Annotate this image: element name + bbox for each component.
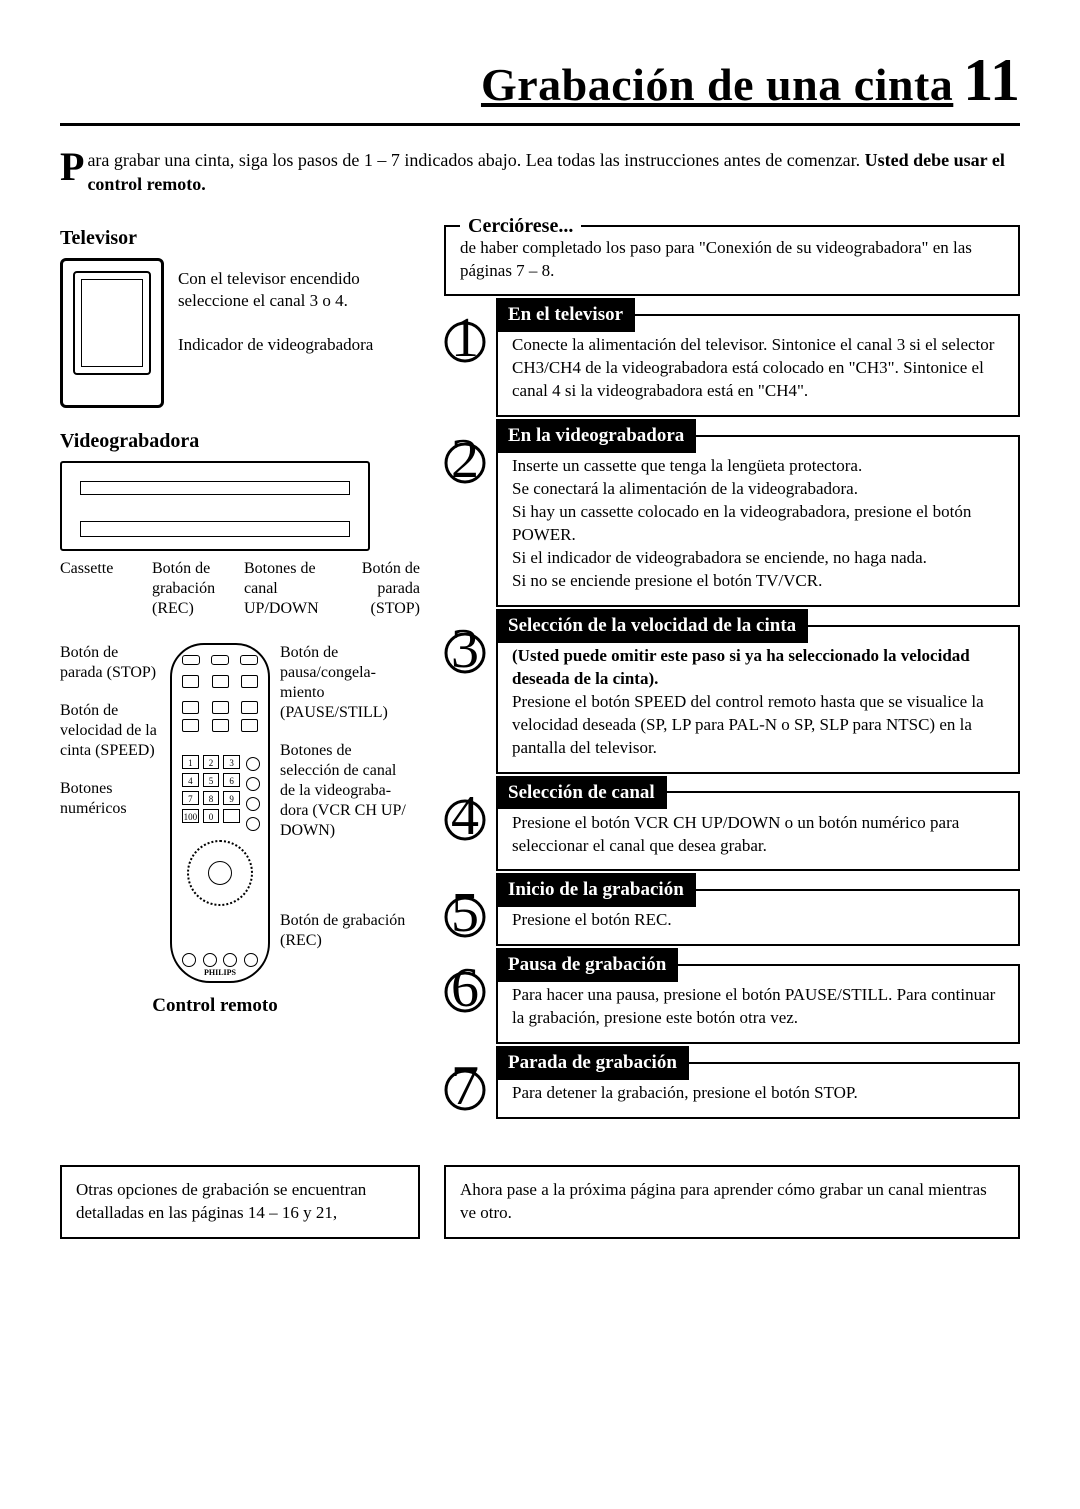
step-3-body: (Usted puede omitir este paso si ya ha s… (512, 645, 1004, 760)
step-6-number-icon: 6 (444, 964, 486, 1020)
step-6-body: Para hacer una pausa, presione el botón … (512, 984, 1004, 1030)
step-7: 7 Parada de grabación Para detener la gr… (444, 1062, 1020, 1119)
step-1-body: Conecte la alimentación del televisor. S… (512, 334, 1004, 403)
remote-speed-label: Botón de velocidad de la cinta (SPEED) (60, 701, 160, 761)
rec-button-label: Botón de grabación (REC) (152, 559, 236, 619)
step-4-body: Presione el botón VCR CH UP/DOWN o un bo… (512, 812, 1004, 858)
svg-text:5: 5 (451, 889, 479, 944)
step-2: 2 En la videograbadora Inserte un casset… (444, 435, 1020, 607)
remote-illustration: 123 456 789 1000 PHILIPS (170, 643, 270, 983)
step-7-body: Para detener la grabación, presione el b… (512, 1082, 1004, 1105)
remote-rec-label: Botón de grabación (REC) (280, 911, 410, 951)
footer-left-box: Otras opciones de grabación se encuentra… (60, 1165, 420, 1239)
step-1-number-icon: 1 (444, 314, 486, 370)
vcr-indicator-label: Indicador de videograbadora (178, 334, 420, 356)
intro-dropcap: P (60, 148, 87, 184)
right-column: Cerciórese... de haber completado los pa… (444, 225, 1020, 1138)
remote-stop-label: Botón de parada (STOP) (60, 643, 160, 683)
step-3-number-icon: 3 (444, 625, 486, 681)
svg-text:4: 4 (451, 792, 479, 847)
step-2-body: Inserte un cassette que tenga la lengüet… (512, 455, 1004, 593)
remote-numeric-label: Botones numéricos (60, 779, 160, 819)
svg-text:2: 2 (451, 435, 479, 490)
footer-right-text: Ahora pase a la próxima página para apre… (460, 1180, 987, 1222)
svg-text:1: 1 (451, 314, 479, 369)
remote-brand: PHILIPS (172, 968, 268, 979)
cassette-label: Cassette (60, 559, 144, 619)
step-7-number-icon: 7 (444, 1062, 486, 1118)
remote-vcrch-label: Botones de selección de canal de la vide… (280, 741, 410, 841)
step-3-title: Selección de la velocidad de la cinta (496, 609, 808, 643)
videograbadora-heading: Videograbadora (60, 428, 420, 455)
step-4: 4 Selección de canal Presione el botón V… (444, 792, 1020, 872)
cerciorese-title: Cerciórese... (460, 213, 581, 240)
step-5-title: Inicio de la grabación (496, 873, 696, 907)
cerciorese-box: Cerciórese... de haber completado los pa… (444, 225, 1020, 297)
title-bar: Grabación de una cinta 11 (60, 40, 1020, 126)
footer-left-text: Otras opciones de grabación se encuentra… (76, 1180, 366, 1222)
step-4-title: Selección de canal (496, 776, 667, 810)
tv-channel-label: Con el televisor encendido seleccione el… (178, 268, 420, 312)
step-5-number-icon: 5 (444, 889, 486, 945)
step-2-number-icon: 2 (444, 435, 486, 491)
step-6-title: Pausa de grabación (496, 948, 678, 982)
left-column: Televisor Con el televisor encendido sel… (60, 225, 420, 1138)
svg-text:7: 7 (451, 1062, 479, 1117)
step-1: 1 En el televisor Conecte la alimentació… (444, 314, 1020, 417)
svg-text:6: 6 (451, 964, 479, 1019)
step-5: 5 Inicio de la grabación Presione el bot… (444, 889, 1020, 946)
remote-pause-label: Botón de pausa/congela-miento (PAUSE/STI… (280, 643, 410, 723)
cerciorese-body: de haber completado los paso para "Conex… (460, 237, 1004, 283)
vcr-illustration (60, 461, 370, 551)
step-7-title: Parada de grabación (496, 1046, 689, 1080)
page-number: 11 (963, 40, 1020, 121)
step-1-title: En el televisor (496, 298, 635, 332)
control-remoto-heading: Control remoto (60, 993, 370, 1019)
step-6: 6 Pausa de grabación Para hacer una paus… (444, 964, 1020, 1044)
intro-paragraph: P ara grabar una cinta, siga los pasos d… (60, 148, 1020, 197)
tv-illustration (60, 258, 164, 408)
televisor-heading: Televisor (60, 225, 420, 252)
ch-updown-label: Botones de canal UP/DOWN (244, 559, 328, 619)
step-5-body: Presione el botón REC. (512, 909, 1004, 932)
stop-button-label: Botón de parada (STOP) (336, 559, 420, 619)
intro-text: ara grabar una cinta, siga los pasos de … (87, 150, 864, 170)
footer-right-box: Ahora pase a la próxima página para apre… (444, 1165, 1020, 1239)
step-2-title: En la videograbadora (496, 419, 696, 453)
step-4-number-icon: 4 (444, 792, 486, 848)
page-title: Grabación de una cinta (481, 54, 953, 116)
svg-text:3: 3 (451, 625, 479, 680)
step-3: 3 Selección de la velocidad de la cinta … (444, 625, 1020, 774)
